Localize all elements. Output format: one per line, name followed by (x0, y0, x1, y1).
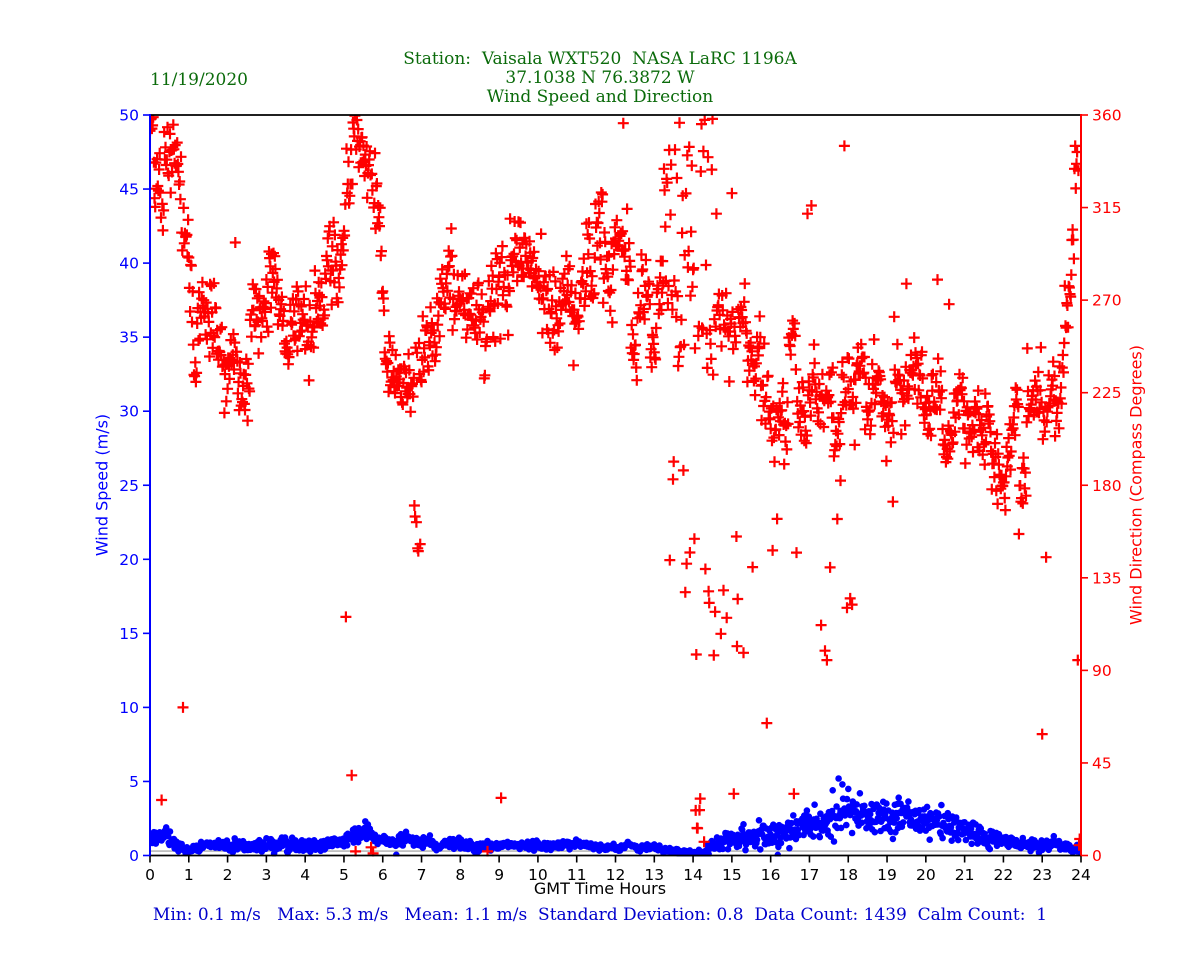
y-right-tick-label: 225 (1092, 384, 1122, 402)
x-tick-label: 9 (494, 866, 504, 884)
x-tick-label: 3 (261, 866, 271, 884)
date-label: 11/19/2020 (150, 70, 248, 90)
x-tick-label: 0 (145, 866, 155, 884)
y-right-tick-label: 360 (1092, 107, 1122, 125)
x-tick-label: 10 (528, 866, 548, 884)
y-left-tick-label: 50 (119, 107, 139, 125)
y-left-tick-label: 30 (119, 403, 139, 421)
y-left-tick-label: 35 (119, 329, 139, 347)
x-tick-label: 19 (877, 866, 897, 884)
y-left-tick-label: 5 (129, 773, 139, 791)
x-tick-label: 5 (339, 866, 349, 884)
x-tick-label: 12 (606, 866, 626, 884)
y-right-tick-label: 135 (1092, 569, 1122, 587)
y-left-tick-label: 40 (119, 255, 139, 273)
x-tick-label: 17 (800, 866, 820, 884)
plot-title: Station: Vaisala WXT520 NASA LaRC 1196A … (0, 50, 1200, 107)
x-tick-label: 11 (567, 866, 587, 884)
y-left-tick-label: 15 (119, 625, 139, 643)
title-subject-line: Wind Speed and Direction (486, 87, 714, 107)
x-tick-label: 23 (1032, 866, 1052, 884)
x-tick-label: 24 (1071, 866, 1091, 884)
title-station-line: Station: Vaisala WXT520 NASA LaRC 1196A (403, 49, 797, 69)
x-tick-label: 8 (455, 866, 465, 884)
x-tick-label: 20 (916, 866, 936, 884)
x-tick-label: 2 (223, 866, 233, 884)
title-coordinates-line: 37.1038 N 76.3872 W (505, 68, 695, 88)
x-tick-label: 16 (761, 866, 781, 884)
x-tick-label: 14 (683, 866, 703, 884)
x-tick-label: 21 (955, 866, 975, 884)
y-right-tick-label: 45 (1092, 754, 1112, 772)
y-left-tick-label: 0 (129, 847, 139, 865)
x-tick-label: 7 (417, 866, 427, 884)
y-right-tick-label: 0 (1092, 847, 1102, 865)
x-axis-label: GMT Time Hours (533, 879, 667, 898)
x-tick-label: 6 (378, 866, 388, 884)
y-axis-label-wind-speed: Wind Speed (m/s) (92, 413, 112, 557)
y-axis-label-wind-direction: Wind Direction (Compass Degrees) (1126, 345, 1146, 625)
x-tick-label: 4 (300, 866, 310, 884)
x-tick-label: 18 (838, 866, 858, 884)
y-left-tick-label: 20 (119, 551, 139, 569)
x-tick-label: 1 (184, 866, 194, 884)
y-right-tick-label: 180 (1092, 477, 1122, 495)
y-left-tick-label: 45 (119, 181, 139, 199)
x-tick-label: 15 (722, 866, 742, 884)
x-tick-label: 22 (994, 866, 1014, 884)
y-left-tick-label: 25 (119, 477, 139, 495)
stats-summary-line: Min: 0.1 m/s Max: 5.3 m/s Mean: 1.1 m/s … (152, 905, 1048, 925)
y-right-tick-label: 90 (1092, 662, 1112, 680)
x-tick-label: 13 (644, 866, 664, 884)
wind-speed-points (149, 775, 1082, 857)
y-left-tick-label: 10 (119, 699, 139, 717)
wind-direction-points (149, 114, 1082, 857)
y-right-tick-label: 315 (1092, 199, 1122, 217)
y-right-tick-label: 270 (1092, 292, 1122, 310)
